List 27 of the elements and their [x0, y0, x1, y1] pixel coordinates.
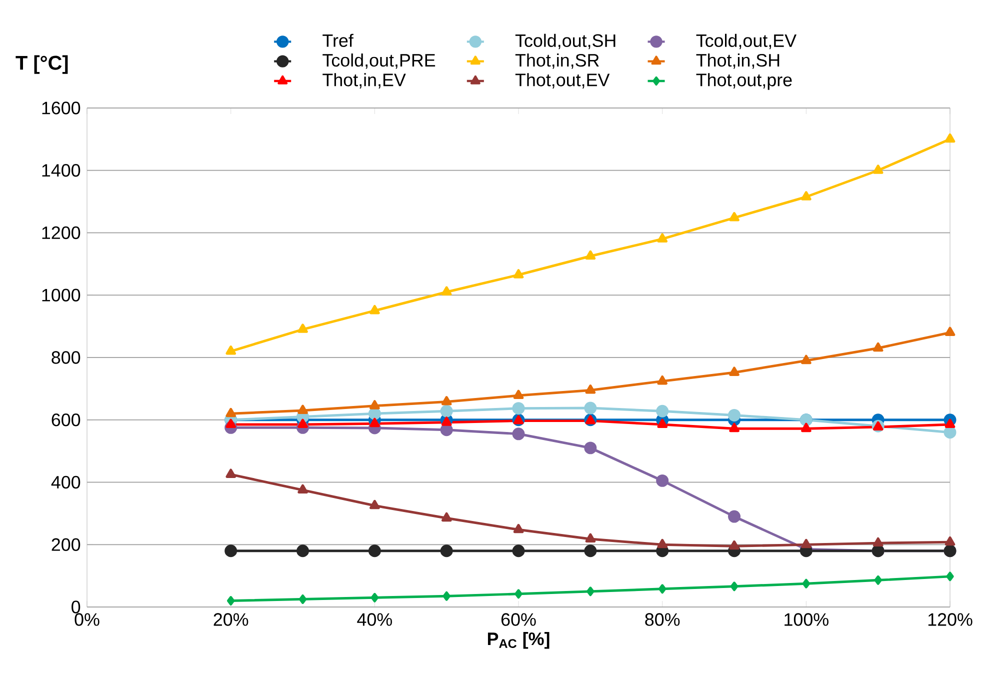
legend-label: Tref	[322, 34, 354, 47]
y-tick-label: 1400	[42, 164, 80, 177]
x-tick-label: 0%	[74, 613, 100, 626]
x-tick-label: 120%	[928, 613, 972, 626]
x-tick-label: 40%	[357, 613, 392, 626]
x-axis-title: P$_{AC}$ [%]	[488, 632, 550, 649]
y-tick-label: 600	[52, 414, 80, 426]
y-tick-label: 1200	[42, 226, 80, 240]
y-tick-label: 400	[51, 476, 80, 489]
y-tick-label: 200	[52, 538, 80, 551]
legend-label: Tcold,out,SH	[515, 34, 616, 50]
y-tick-label: 0	[72, 600, 80, 614]
y-axis-title: T [°C]	[16, 55, 68, 74]
x-tick-label: 60%	[501, 613, 536, 626]
legend-label: Thot,in,SR	[515, 53, 599, 69]
legend-label: Thot,in,SH	[696, 53, 780, 69]
x-tick-label: 80%	[645, 613, 680, 626]
y-tick-label: 1000	[42, 288, 80, 302]
legend-label: Thot,out,pre	[696, 73, 792, 90]
legend-label: Tcold,out,PRE	[322, 53, 436, 69]
y-tick-label: 1600	[42, 102, 80, 114]
legend-label: Thot,out,EV	[515, 73, 610, 88]
legend-label: Thot,in,EV	[322, 73, 406, 88]
x-tick-label: 20%	[214, 613, 248, 626]
x-tick-label: 100%	[784, 613, 828, 626]
y-tick-label: 800	[52, 351, 80, 364]
legend-label: Tcold,out,EV	[696, 34, 796, 50]
